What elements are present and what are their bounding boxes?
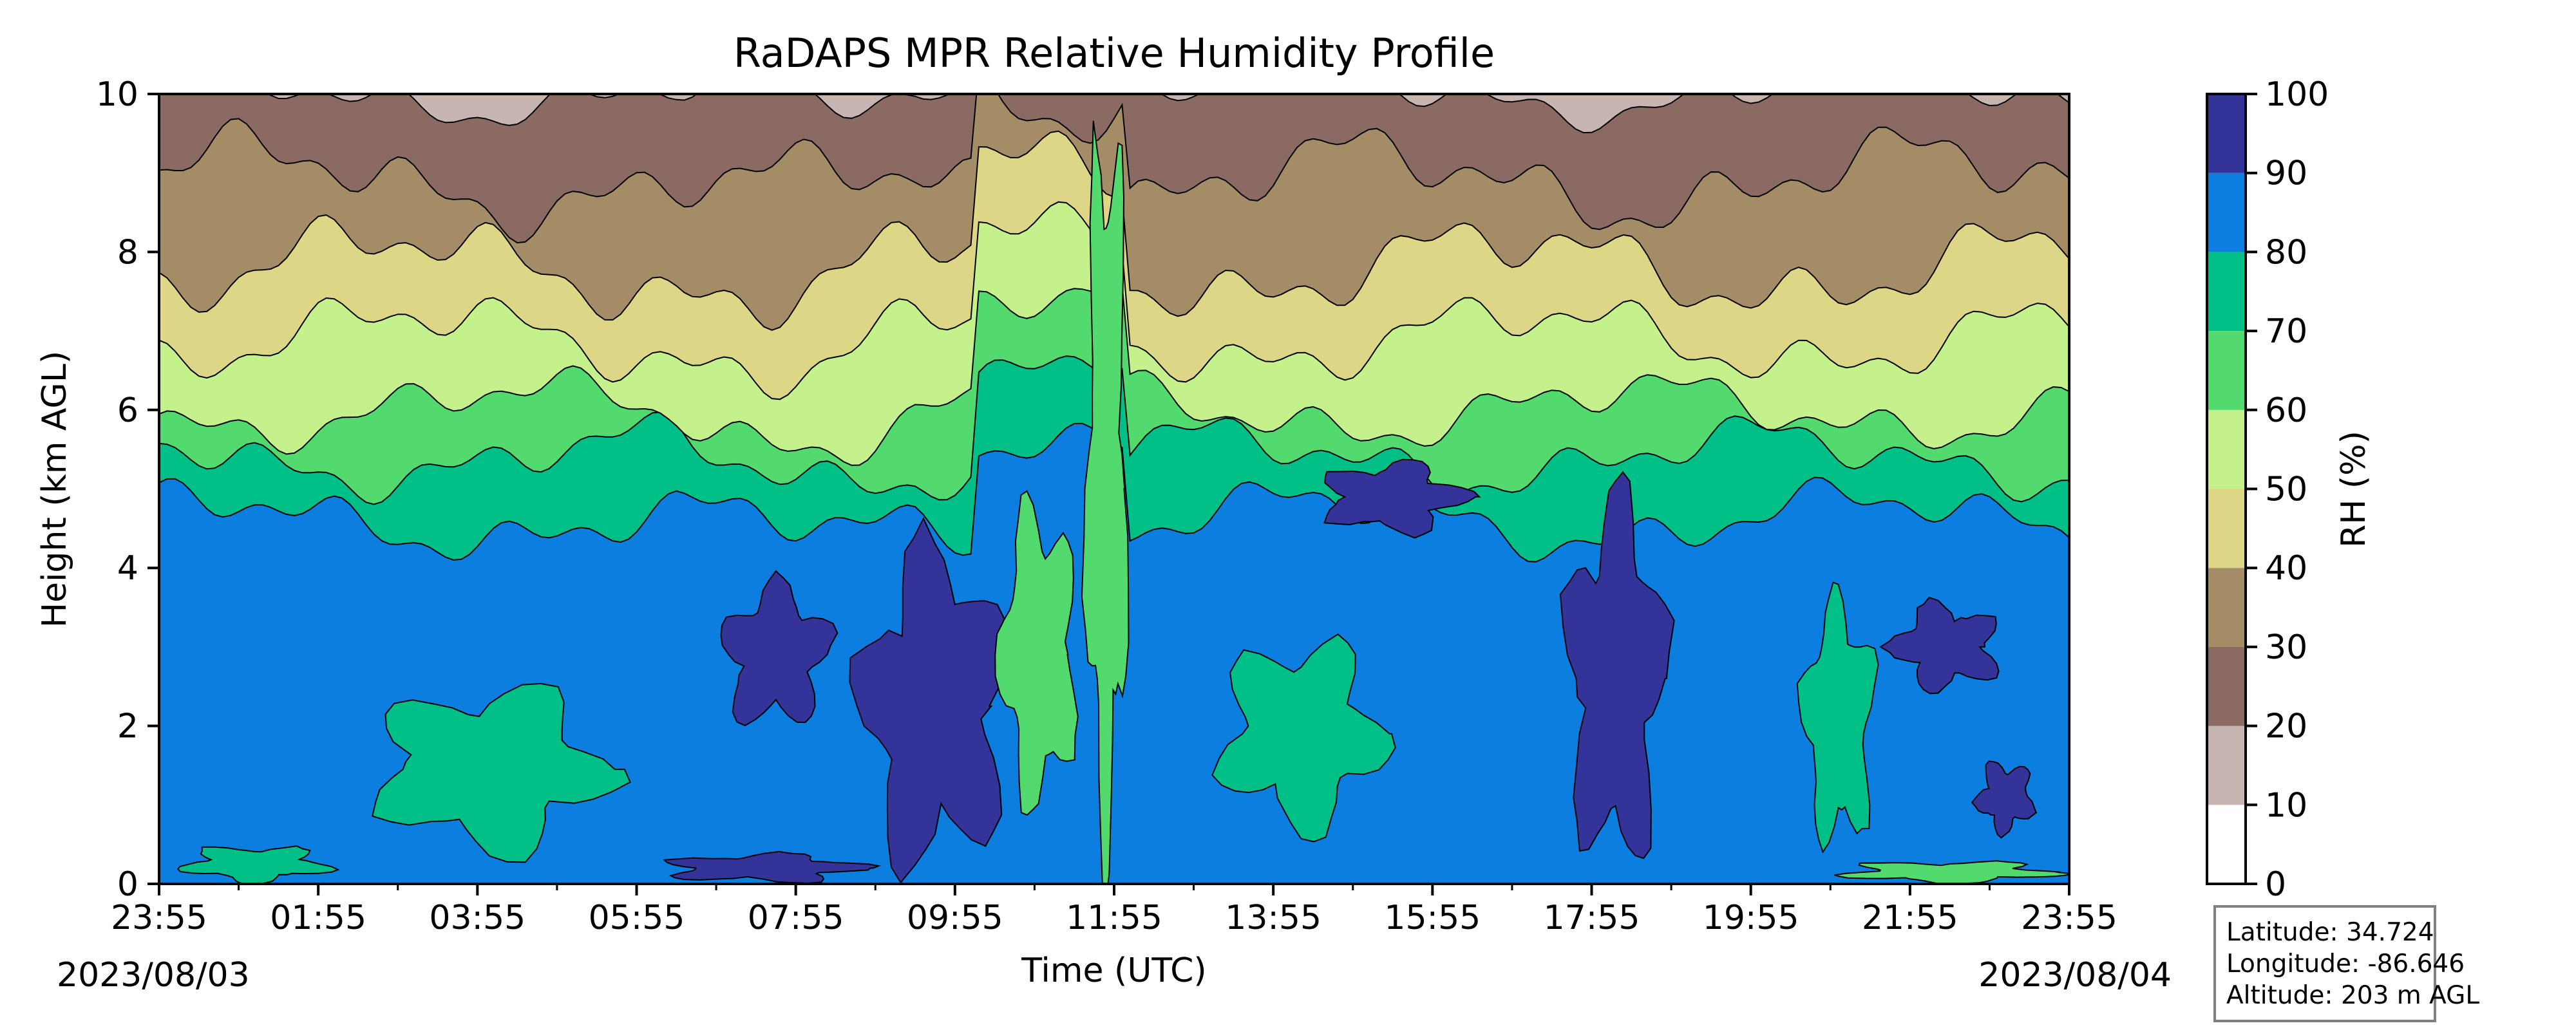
- colorbar-tick-label: 40: [2265, 549, 2307, 588]
- x-tick-label: 09:55: [907, 899, 1003, 937]
- longitude-text: Longitude: -86.646: [2226, 950, 2465, 979]
- colorbar-swatch: [2207, 94, 2246, 173]
- rh-contour-patch: [1211, 633, 1396, 843]
- y-axis: 0 2 4 6 8 10: [96, 75, 159, 904]
- colorbar-tick-label: 30: [2265, 628, 2307, 667]
- x-tick-label: 23:55: [2021, 899, 2117, 937]
- y-tick-label: 4: [117, 549, 138, 588]
- rh-contour-patch: [1081, 120, 1130, 884]
- colorbar-tick-label: 60: [2265, 391, 2307, 430]
- colorbar-swatch: [2207, 252, 2246, 332]
- x-tick-label: 03:55: [429, 899, 526, 937]
- x-tick-label: 13:55: [1225, 899, 1321, 937]
- colorbar-tick-label: 90: [2265, 154, 2307, 193]
- x-tick-label: 15:55: [1384, 899, 1481, 937]
- station-info-box: Latitude: 34.724 Longitude: -86.646 Alti…: [2213, 905, 2480, 1022]
- y-tick-label: 6: [117, 391, 138, 430]
- rh-contour-patch: [1834, 860, 2069, 884]
- x-tick-label: 23:55: [111, 899, 207, 937]
- colorbar-swatch: [2207, 489, 2246, 568]
- rh-contour-patch: [1796, 581, 1879, 854]
- y-tick-label: 10: [96, 75, 138, 114]
- colorbar-swatch: [2207, 646, 2246, 726]
- x-tick-label: 21:55: [1862, 899, 1958, 937]
- contour-layer: [159, 94, 2069, 884]
- colorbar-swatch: [2207, 173, 2246, 252]
- colorbar-tick-label: 0: [2265, 865, 2286, 904]
- rh-contour-patch: [849, 516, 1012, 884]
- rh-contour-patch: [1879, 597, 2000, 695]
- y-tick-label: 8: [117, 233, 138, 272]
- rh-contour-patch: [372, 682, 631, 863]
- rh-contour-patch: [1323, 458, 1481, 539]
- colorbar-tick-label: 10: [2265, 786, 2307, 825]
- date-start-label: 2023/08/03: [57, 956, 250, 995]
- y-tick-label: 0: [117, 865, 138, 904]
- rh-contour-patch: [1559, 471, 1675, 859]
- colorbar-tick-label: 80: [2265, 233, 2307, 272]
- rh-contour-patch: [176, 845, 340, 884]
- colorbar-label: RH (%): [2334, 431, 2373, 548]
- colorbar: 0 10 20 30 40 50 60 70 80 90 100: [2206, 75, 2329, 904]
- rh-contour-patch: [1971, 760, 2038, 839]
- colorbar-swatch: [2207, 409, 2246, 489]
- colorbar-tick-label: 20: [2265, 707, 2307, 746]
- x-axis: 23:55 01:55 03:55 05:55 07:55 09:55 11:55 13:55…: [111, 884, 2117, 937]
- colorbar-swatch: [2207, 726, 2246, 805]
- colorbar-tick-label: 100: [2265, 75, 2329, 114]
- x-tick-label: 11:55: [1066, 899, 1162, 937]
- colorbar-tick-label: 70: [2265, 312, 2307, 351]
- rh-contour-patch: [663, 850, 881, 884]
- colorbar-tick-label: 50: [2265, 471, 2307, 509]
- rh-contour-band: [268, 94, 2069, 134]
- colorbar-swatch: [2207, 331, 2246, 410]
- rh-contour-patch: [720, 570, 838, 727]
- rh-contour-patch: [994, 490, 1079, 816]
- date-end-label: 2023/08/04: [1978, 956, 2172, 995]
- y-axis-label: Height (km AGL): [35, 351, 74, 628]
- y-tick-label: 2: [117, 707, 138, 746]
- latitude-text: Latitude: 34.724: [2226, 918, 2434, 947]
- x-tick-label: 17:55: [1544, 899, 1640, 937]
- x-tick-label: 01:55: [270, 899, 366, 937]
- x-tick-label: 19:55: [1703, 899, 1799, 937]
- chart-title: RaDAPS MPR Relative Humidity Profile: [734, 30, 1495, 77]
- colorbar-swatch: [2207, 805, 2246, 884]
- x-axis-label: Time (UTC): [1021, 951, 1206, 990]
- plot-area: [159, 94, 2069, 884]
- altitude-text: Altitude: 203 m AGL: [2226, 981, 2480, 1010]
- colorbar-swatch: [2207, 568, 2246, 647]
- x-tick-label: 07:55: [748, 899, 844, 937]
- x-tick-label: 05:55: [589, 899, 685, 937]
